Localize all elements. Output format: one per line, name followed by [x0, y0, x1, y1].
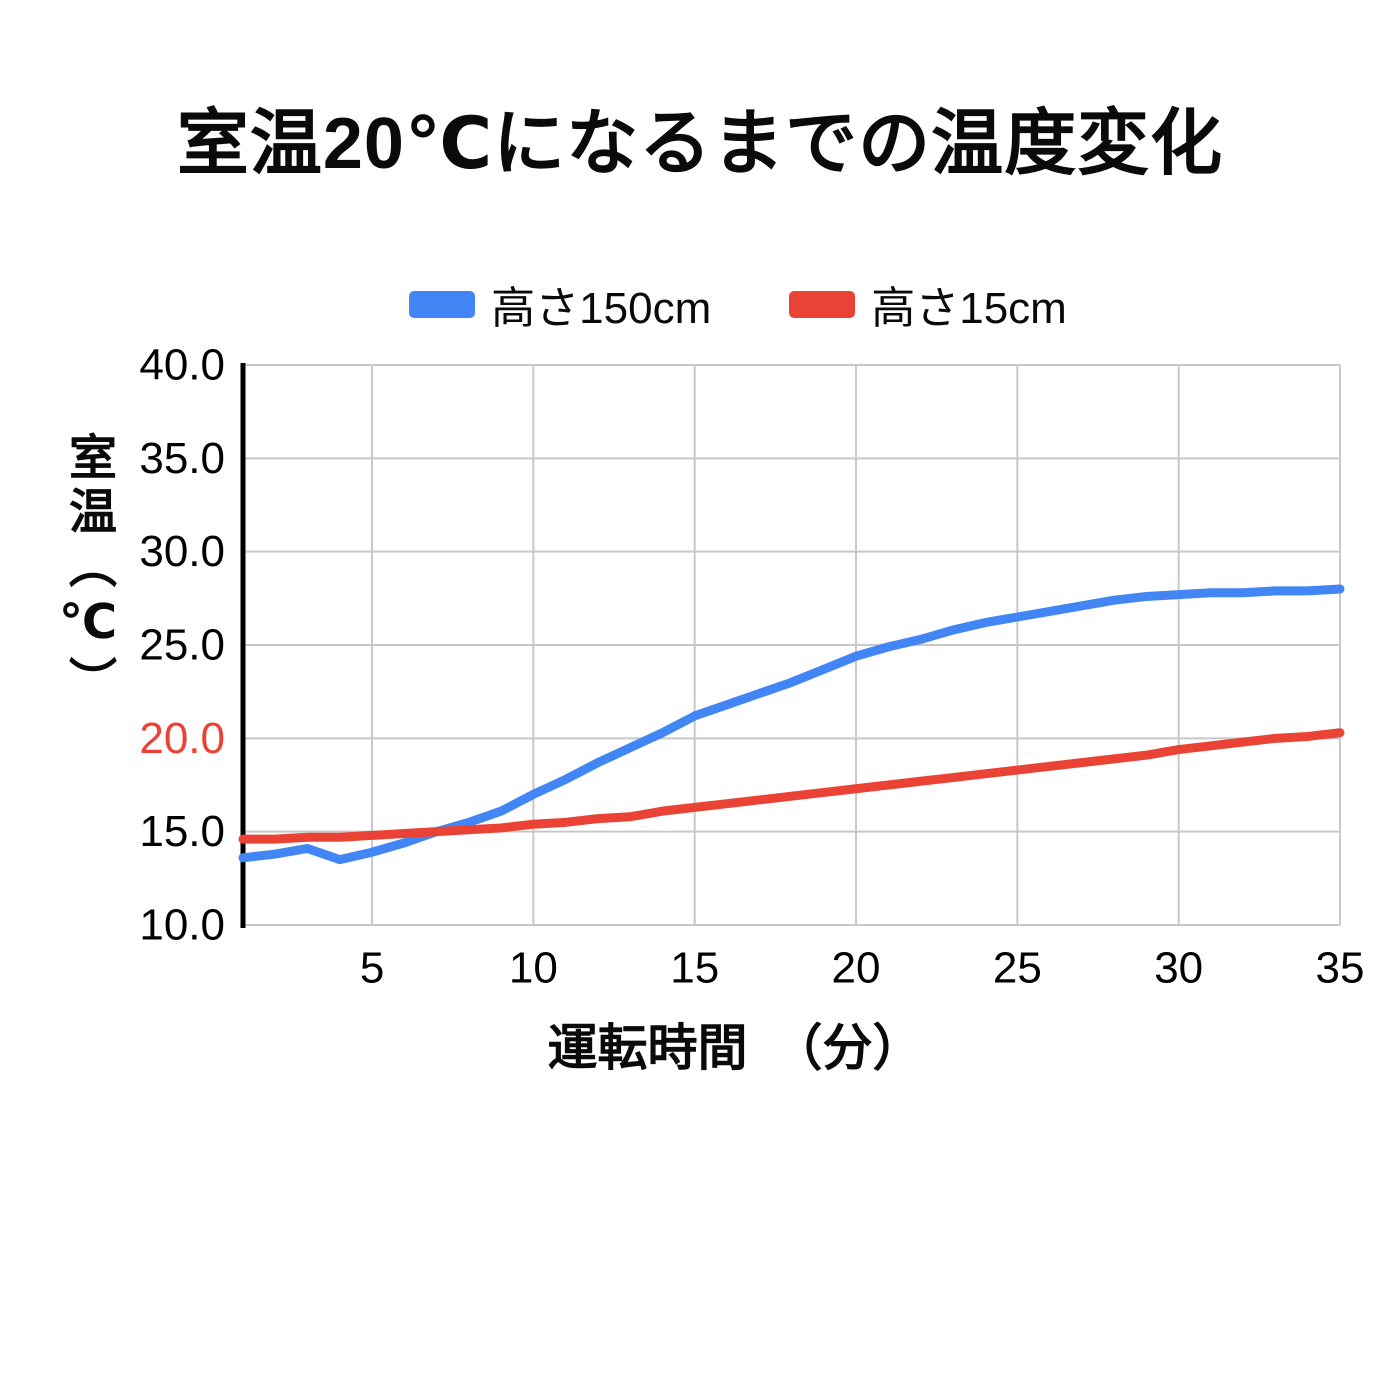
series-line-1	[238, 728, 1345, 844]
x-tick-label: 35	[1316, 944, 1365, 993]
y-axis-title: 室温（℃）	[61, 432, 114, 710]
series-line-0	[238, 584, 1345, 865]
x-tick-label: 10	[509, 944, 558, 993]
legend-item-150cm: 高さ150cm	[409, 272, 711, 336]
chart-title: 室温20℃になるまでの温度変化	[176, 104, 1224, 184]
y-tick-label: 35.0	[139, 434, 225, 483]
y-tick-label: 25.0	[139, 621, 225, 670]
x-tick-label: 30	[1154, 944, 1203, 993]
y-tick-label: 30.0	[139, 527, 225, 576]
y-tick-label: 15.0	[139, 807, 225, 856]
y-tick-label: 20.0	[139, 714, 225, 763]
x-tick-label: 25	[993, 944, 1042, 993]
legend-swatch-15cm-icon	[789, 290, 856, 318]
legend-item-15cm: 高さ15cm	[789, 272, 1067, 336]
x-axis-title: 運転時間 （分）	[547, 1020, 923, 1076]
y-tick-label: 40.0	[139, 341, 225, 390]
y-tick-label: 10.0	[139, 901, 225, 950]
x-tick-label: 20	[832, 944, 881, 993]
legend-label-150cm: 高さ150cm	[491, 284, 712, 333]
legend: 高さ150cm 高さ15cm	[76, 272, 1400, 336]
legend-swatch-150cm-icon	[409, 290, 476, 318]
legend-label-15cm: 高さ15cm	[871, 284, 1067, 333]
x-tick-label: 5	[360, 944, 384, 993]
x-tick-label: 15	[670, 944, 719, 993]
